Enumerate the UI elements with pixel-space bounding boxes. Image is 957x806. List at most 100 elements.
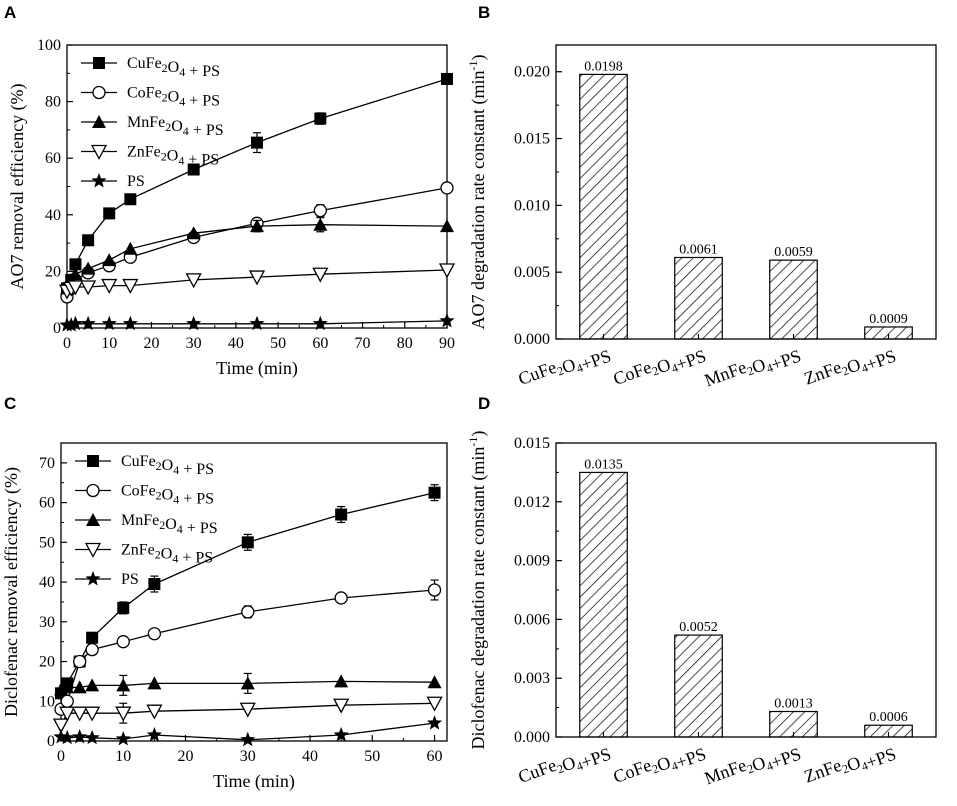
data-point	[81, 261, 96, 275]
series-4	[59, 312, 455, 332]
legend-marker	[90, 144, 108, 160]
bar-value-label: 0.0135	[584, 457, 623, 472]
data-point	[63, 317, 79, 332]
y-tick-label: 0.005	[514, 264, 550, 281]
data-point	[187, 163, 200, 176]
data-point	[85, 678, 100, 692]
panel-letter-b: B	[478, 3, 490, 22]
x-tick-label: 60	[427, 748, 443, 765]
bar-value-label: 0.0198	[584, 59, 623, 74]
bar-value-label: 0.0059	[774, 245, 813, 260]
data-point	[68, 267, 83, 281]
data-point	[148, 578, 161, 591]
data-point	[427, 675, 442, 689]
data-point	[333, 698, 350, 714]
x-tick-label: 20	[178, 748, 194, 765]
series-4	[53, 715, 443, 747]
data-point	[101, 278, 118, 294]
x-tick-label: 40	[302, 748, 318, 765]
y-tick-label: 0.000	[514, 331, 550, 348]
x-tick-label: 0	[57, 748, 65, 765]
data-point	[72, 680, 87, 694]
data-point	[440, 181, 454, 195]
data-point	[102, 253, 117, 267]
x-category-label: ZnFe2O4+PS	[801, 338, 898, 396]
y-axis-title: AO7 degradation rate constant (min-1)	[466, 55, 489, 330]
data-point	[426, 715, 443, 730]
x-tick-label: 70	[355, 335, 371, 352]
y-tick-label: 0.009	[514, 553, 550, 570]
data-point	[241, 605, 255, 619]
data-point	[239, 702, 256, 718]
bar	[674, 634, 723, 738]
data-point	[124, 193, 137, 206]
series-2	[54, 672, 442, 696]
x-axis-title: Time (min)	[216, 358, 298, 379]
y-axis-title: Diclofenac degradation rate constant (mi…	[466, 431, 489, 750]
data-point	[85, 642, 99, 657]
data-point	[441, 72, 453, 85]
data-point	[73, 654, 87, 669]
x-tick-label: 80	[397, 335, 413, 352]
data-point	[122, 315, 138, 331]
data-point	[52, 718, 70, 734]
legend-entry: ZnFe2O4 + PS	[121, 542, 213, 567]
x-tick-label: 60	[312, 335, 328, 352]
data-point	[122, 278, 139, 294]
legend-marker	[91, 173, 107, 188]
data-point	[117, 601, 130, 614]
x-category-label: MnFe2O4+PS	[702, 338, 804, 398]
y-tick-label: 0.015	[514, 435, 550, 452]
data-point	[60, 680, 75, 694]
data-point	[312, 267, 329, 283]
legend: CuFe2O4 + PS CoFe2O4 + PS MnFe2O4 + PS ZnFe…	[75, 453, 218, 588]
data-point	[335, 508, 348, 521]
data-point	[313, 203, 327, 218]
series-1	[54, 579, 442, 716]
plot-frame	[60, 442, 448, 742]
y-axis-title: Diclofenac removal efficiency (%)	[1, 467, 22, 717]
data-point	[427, 583, 442, 597]
x-tick-label: 90	[439, 335, 455, 352]
data-point	[334, 674, 349, 688]
y-tick-label: 100	[37, 37, 61, 54]
panel-letter-a: A	[4, 3, 16, 22]
x-tick-label: 30	[186, 335, 202, 352]
legend-entry: MnFe2O4 + PS	[127, 114, 224, 139]
legend-marker	[85, 571, 101, 586]
data-point	[146, 704, 163, 720]
panel-letter-c: C	[4, 394, 16, 413]
data-point	[115, 706, 132, 722]
data-point	[103, 207, 116, 220]
legend-entry: PS	[121, 571, 139, 588]
data-point	[101, 315, 117, 331]
y-tick-label: 50	[39, 534, 55, 551]
data-point	[185, 273, 202, 289]
data-point	[84, 706, 101, 722]
bar-value-label: 0.0052	[679, 620, 718, 635]
data-point	[60, 694, 74, 708]
y-tick-label: 0.000	[514, 729, 550, 746]
data-point	[84, 729, 100, 745]
data-point	[59, 706, 76, 722]
x-tick-label: 10	[115, 748, 131, 765]
x-tick-label: 30	[240, 748, 256, 765]
legend-marker	[92, 85, 106, 100]
y-tick-label: 20	[39, 654, 55, 671]
legend-marker	[92, 115, 106, 128]
y-tick-label: 60	[45, 150, 61, 167]
x-tick-label: 20	[143, 335, 159, 352]
y-tick-label: 0	[47, 733, 55, 750]
data-point	[115, 731, 131, 746]
bar-value-label: 0.0009	[869, 312, 908, 327]
data-point	[241, 536, 254, 549]
x-axis-title: Time (min)	[213, 771, 295, 792]
series-3	[58, 263, 456, 300]
series-3	[52, 696, 443, 734]
data-point	[116, 635, 130, 649]
data-point	[147, 627, 162, 641]
bar-value-label: 0.0061	[679, 242, 718, 257]
data-point	[186, 226, 201, 240]
data-point	[147, 676, 162, 690]
